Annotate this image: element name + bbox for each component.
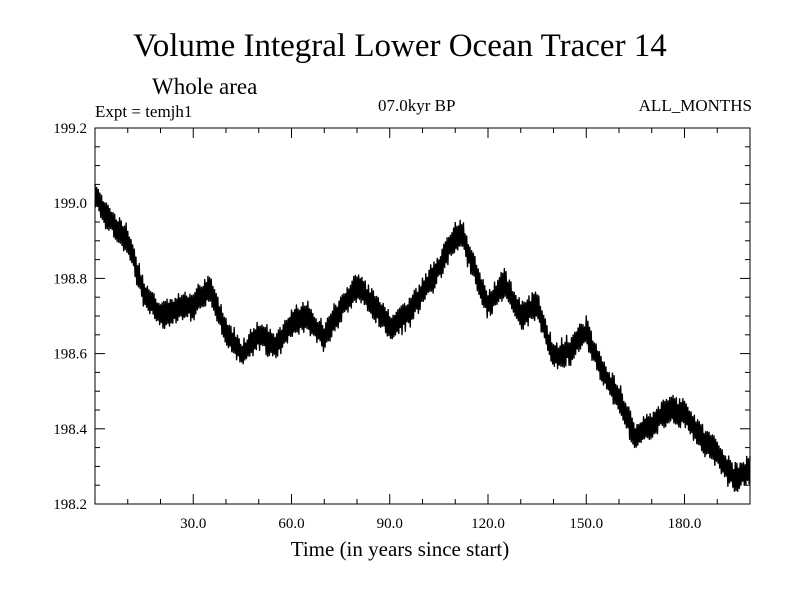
months-label: ALL_MONTHS	[638, 96, 752, 115]
x-tick-label: 150.0	[569, 516, 603, 532]
x-tick-label: 90.0	[377, 516, 403, 532]
period-label: 07.0kyr BP	[378, 96, 456, 115]
axis-tick-labels: 30.0 60.0 90.0 120.0 150.0 180.0 198.2 198.4 198…	[53, 121, 701, 532]
y-tick-label: 198.8	[53, 271, 87, 287]
data-series-line	[94, 184, 751, 492]
chart-subtitle: Whole area	[152, 74, 258, 99]
chart-title: Volume Integral Lower Ocean Tracer 14	[133, 28, 667, 64]
experiment-label: Expt = temjh1	[95, 102, 193, 121]
y-tick-label: 198.2	[53, 497, 87, 513]
y-tick-label: 198.4	[53, 422, 87, 438]
x-tick-label: 30.0	[180, 516, 206, 532]
y-tick-label: 198.6	[53, 347, 87, 363]
y-tick-label: 199.2	[53, 121, 87, 137]
y-tick-label: 199.0	[53, 196, 87, 212]
x-tick-label: 180.0	[668, 516, 702, 532]
x-axis-label: Time (in years since start)	[290, 537, 510, 561]
x-tick-label: 60.0	[278, 516, 304, 532]
x-tick-label: 120.0	[471, 516, 505, 532]
